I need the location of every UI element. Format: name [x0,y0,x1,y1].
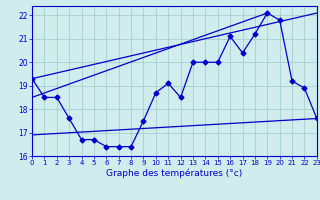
X-axis label: Graphe des températures (°c): Graphe des températures (°c) [106,169,243,178]
